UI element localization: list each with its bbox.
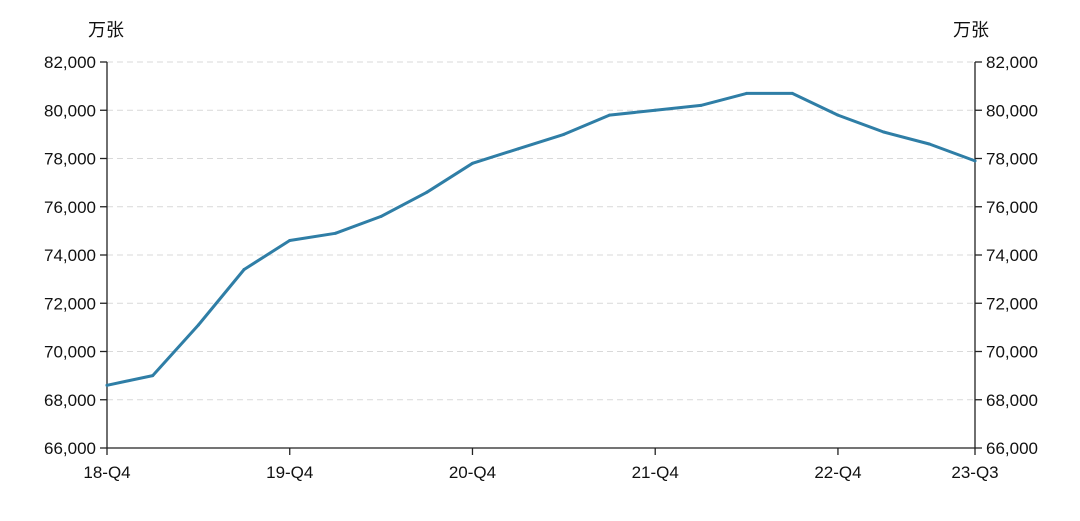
series-layer [105, 91, 977, 387]
x-tick-label: 19-Q4 [266, 463, 313, 482]
data-point [516, 147, 520, 151]
left-y-tick-label: 70,000 [44, 343, 96, 362]
left-y-tick-label: 78,000 [44, 150, 96, 169]
left-y-tick-label: 72,000 [44, 294, 96, 313]
data-point [745, 91, 749, 95]
right-y-tick-label: 80,000 [986, 101, 1038, 120]
data-point [288, 239, 292, 243]
data-point [927, 142, 931, 146]
data-point [425, 190, 429, 194]
data-point [790, 91, 794, 95]
right-y-tick-label: 82,000 [986, 53, 1038, 72]
x-tick-label: 21-Q4 [632, 463, 679, 482]
left-y-tick-label: 66,000 [44, 439, 96, 458]
left-unit-label: 万张 [88, 20, 124, 41]
data-point [699, 103, 703, 107]
data-point [836, 113, 840, 117]
data-point [242, 267, 246, 271]
data-point [151, 374, 155, 378]
x-tick-label: 22-Q4 [814, 463, 861, 482]
x-tick-label: 18-Q4 [83, 463, 130, 482]
data-point [562, 132, 566, 136]
left-y-tick-label: 68,000 [44, 391, 96, 410]
left-y-tick-label: 76,000 [44, 198, 96, 217]
data-point [973, 159, 977, 163]
right-y-tick-label: 78,000 [986, 150, 1038, 169]
series-line [105, 91, 977, 387]
left-y-tick-label: 74,000 [44, 246, 96, 265]
data-point [470, 161, 474, 165]
right-y-tick-label: 72,000 [986, 294, 1038, 313]
right-y-tick-label: 74,000 [986, 246, 1038, 265]
labels-layer: 66,000 66,000 68,000 68,000 70,000 70,000 72,0… [44, 20, 1038, 482]
x-tick-label: 23-Q3 [951, 463, 998, 482]
left-y-tick-label: 80,000 [44, 101, 96, 120]
data-point [333, 231, 337, 235]
right-y-tick-label: 66,000 [986, 439, 1038, 458]
right-y-tick-label: 70,000 [986, 343, 1038, 362]
data-point [653, 108, 657, 112]
data-point [105, 383, 109, 387]
right-unit-label: 万张 [953, 20, 989, 41]
data-point [379, 214, 383, 218]
right-y-tick-label: 68,000 [986, 391, 1038, 410]
grid-layer [107, 61, 975, 401]
right-y-tick-label: 76,000 [986, 198, 1038, 217]
data-point [196, 323, 200, 327]
data-point [882, 130, 886, 134]
axes-layer [100, 61, 982, 455]
data-point [608, 113, 612, 117]
x-tick-label: 20-Q4 [449, 463, 496, 482]
left-y-tick-label: 82,000 [44, 53, 96, 72]
